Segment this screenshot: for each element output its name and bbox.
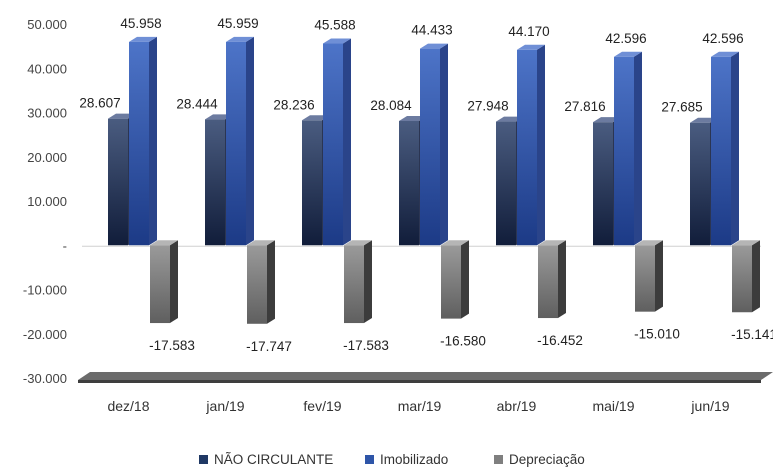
y-tick-label: 40.000 [27,61,67,76]
legend-swatch [199,455,208,464]
legend-swatch [494,455,503,464]
bar-depreciacao [441,240,469,319]
data-label: -17.583 [149,338,195,353]
bar-imobilizado [420,43,448,246]
x-tick-label: fev/19 [303,398,341,414]
data-label: 28.607 [79,96,120,111]
y-tick-label: 20.000 [27,150,67,165]
bar-depreciacao [635,240,663,312]
data-label: 27.948 [467,99,508,114]
data-label: 45.958 [120,16,161,31]
bar-imobilizado [323,38,351,246]
x-tick-label: jan/19 [205,398,244,414]
data-label: 28.084 [370,98,412,113]
bar-depreciacao [247,240,275,324]
data-label: 27.685 [661,100,702,115]
bar-depreciacao [538,240,566,319]
data-label: 42.596 [702,31,743,46]
legend-label: Depreciação [509,452,585,467]
y-tick-label: -10.000 [23,283,67,298]
data-label: 28.236 [273,97,314,112]
data-label: 44.170 [508,24,549,39]
legend-label: Imobilizado [380,452,448,467]
bar-depreciacao [732,240,760,313]
x-tick-label: dez/18 [107,398,149,414]
data-label: -16.580 [440,334,486,349]
bar-imobilizado [614,51,642,246]
bar-imobilizado [226,36,254,246]
data-label: 42.596 [605,31,646,46]
chart-floor [78,372,773,380]
y-tick-label: 10.000 [27,194,67,209]
x-tick-label: abr/19 [497,398,537,414]
data-label: -15.010 [634,327,680,342]
y-tick-label: -20.000 [23,327,67,342]
data-label: 45.959 [217,16,258,31]
y-tick-label: 30.000 [27,106,67,121]
x-tick-label: jun/19 [690,398,729,414]
data-label: -15.141 [731,327,773,342]
y-tick-label: - [63,238,67,253]
legend-swatch [365,455,374,464]
legend-item: NÃO CIRCULANTE [199,452,333,467]
legend-label: NÃO CIRCULANTE [214,452,333,467]
legend-item: Imobilizado [365,452,448,467]
x-tick-label: mai/19 [592,398,634,414]
bar-imobilizado [517,44,545,246]
data-label: 44.433 [411,23,452,38]
bar-depreciacao [344,240,372,324]
data-label: 45.588 [314,18,355,33]
data-label: -16.452 [537,333,583,348]
y-tick-label: 50.000 [27,17,67,32]
data-label: -17.583 [343,338,389,353]
bar-depreciacao [150,240,178,324]
data-label: -17.747 [246,339,292,354]
chart-floor-edge [78,380,761,383]
data-label: 27.816 [564,99,605,114]
data-label: 28.444 [176,96,218,111]
bar-imobilizado [711,51,739,246]
y-tick-label: -30.000 [23,371,67,386]
x-tick-label: mar/19 [398,398,442,414]
bar-imobilizado [129,36,157,246]
legend-item: Depreciação [494,452,585,467]
